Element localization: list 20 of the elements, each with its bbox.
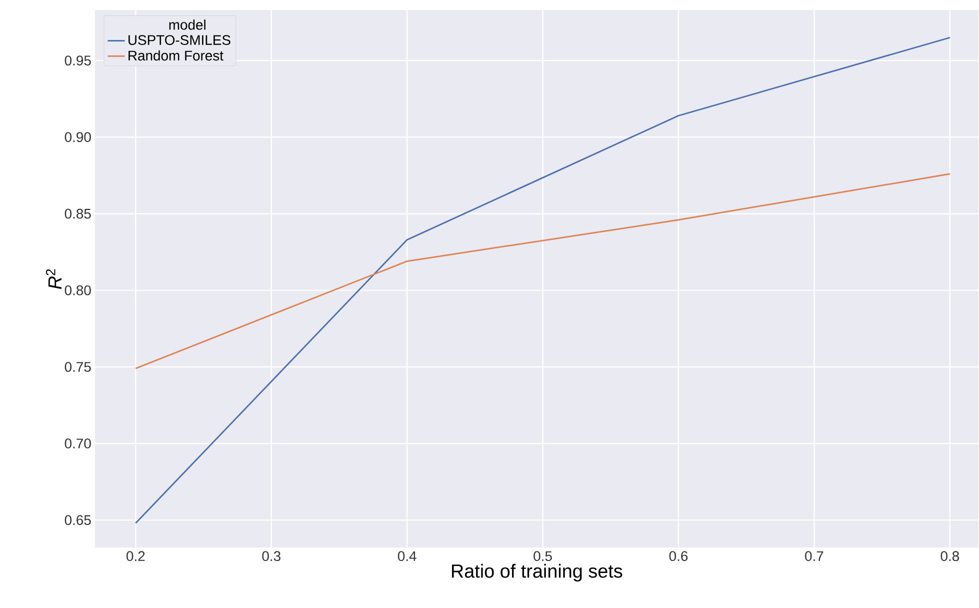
y-tick-label: 0.90: [64, 132, 91, 142]
x-tick-label: 0.5: [534, 551, 552, 562]
legend-label: Random Forest: [128, 50, 224, 61]
x-tick-label: 0.4: [398, 551, 416, 562]
y-tick-label: 0.95: [64, 56, 91, 66]
x-tick-label: 0.8: [940, 551, 959, 562]
y-tick-label: 0.75: [64, 362, 91, 372]
x-tick-label: 0.7: [805, 551, 824, 562]
x-tick-label: 0.3: [262, 551, 280, 562]
y-axis-title: R$^{2}$: [46, 269, 62, 290]
y-tick-label: 0.80: [64, 286, 91, 296]
x-axis-title: Ratio of training sets: [452, 564, 622, 582]
y-tick-label: 0.70: [64, 438, 91, 449]
legend-title: model: [169, 20, 206, 30]
y-tick-label: 0.85: [64, 208, 91, 219]
line-series: [134, 173, 951, 370]
legend-label: USPTO-SMILES: [128, 35, 230, 46]
y-tick-label: 0.65: [64, 515, 91, 526]
x-tick-label: 0.2: [126, 551, 145, 562]
x-tick-label: 0.6: [669, 551, 688, 562]
